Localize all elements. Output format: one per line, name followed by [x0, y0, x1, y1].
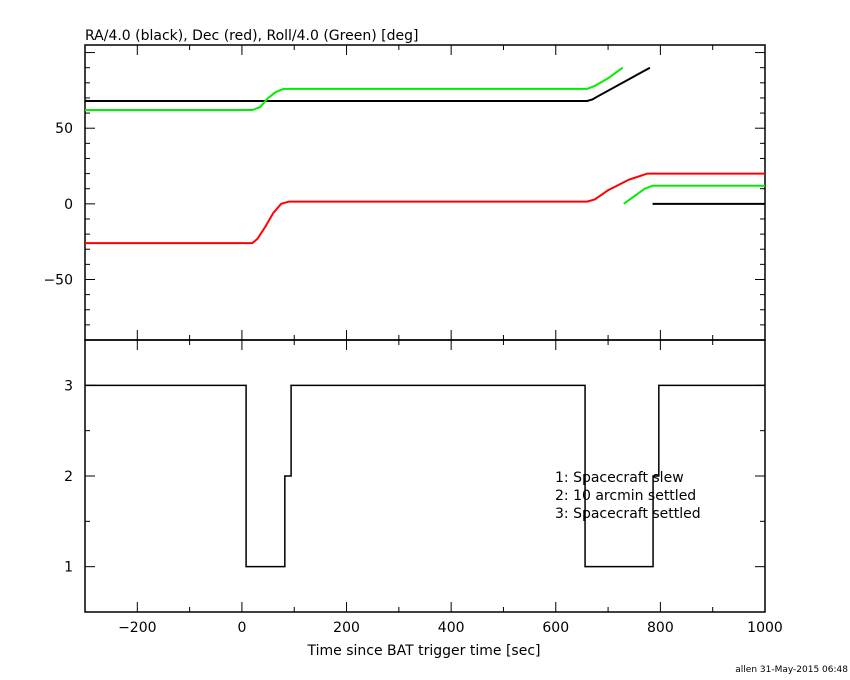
y-tick-label: −50 — [43, 272, 73, 288]
x-tick-label: 1000 — [747, 620, 783, 636]
series-line-settle-status — [85, 384, 765, 568]
x-tick-label: 200 — [333, 620, 360, 636]
legend-entry-3: 3: Spacecraft settled — [555, 506, 701, 522]
x-tick-label: 400 — [438, 620, 465, 636]
x-tick-label: 0 — [237, 620, 246, 636]
x-tick-label: −200 — [118, 620, 156, 636]
top-panel-title: RA/4.0 (black), Dec (red), Roll/4.0 (Gre… — [85, 28, 418, 44]
y-tick-label: 0 — [64, 197, 73, 213]
y-tick-label: 2 — [64, 469, 73, 485]
footer-credit: allen 31-May-2015 06:48 — [735, 665, 848, 675]
series-line-dec — [85, 172, 765, 245]
y-tick-label: 50 — [55, 121, 73, 137]
series-line-roll-4-0 — [623, 184, 765, 205]
y-tick-label: 3 — [64, 378, 73, 394]
legend-entry-2: 2: 10 arcmin settled — [555, 488, 696, 504]
x-tick-label: 600 — [542, 620, 569, 636]
series-line-ra-4-0 — [85, 66, 651, 102]
x-axis-label: Time since BAT trigger time [sec] — [307, 643, 541, 659]
y-tick-label: 1 — [64, 560, 73, 576]
series-line-roll-4-0 — [85, 66, 624, 112]
x-tick-label: 800 — [647, 620, 674, 636]
legend-entry-1: 1: Spacecraft slew — [555, 470, 684, 486]
